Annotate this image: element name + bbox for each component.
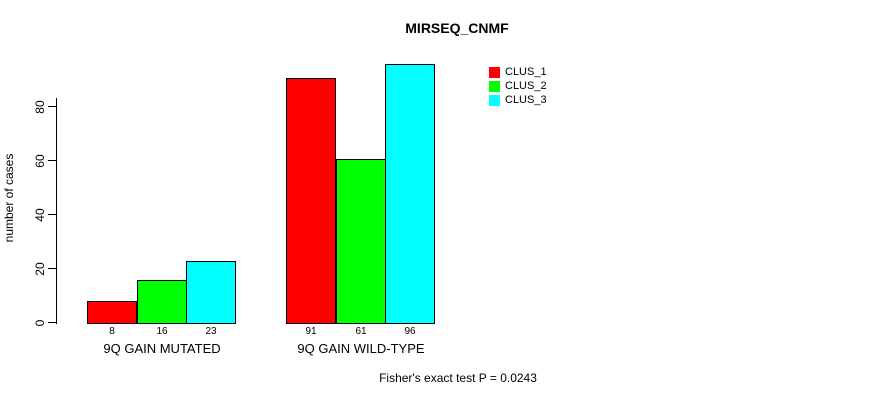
legend-label: CLUS_1: [505, 66, 547, 78]
legend-label: CLUS_2: [505, 80, 547, 92]
bar-value-label: 16: [156, 326, 168, 337]
category-label: 9Q GAIN MUTATED: [103, 341, 221, 356]
y-tick-mark: [48, 106, 56, 107]
bar: [186, 261, 236, 324]
bar: [87, 301, 137, 324]
y-tick-label: 80: [33, 100, 47, 114]
y-tick-mark: [48, 268, 56, 269]
bar: [385, 64, 435, 324]
bar-value-label: 23: [205, 326, 217, 337]
bar-value-label: 96: [404, 326, 416, 337]
legend-label: CLUS_3: [505, 94, 547, 106]
bar: [336, 159, 386, 324]
y-tick-mark: [48, 214, 56, 215]
chart-title: MIRSEQ_CNMF: [405, 20, 509, 36]
bar-value-label: 61: [355, 326, 367, 337]
legend: CLUS_1 CLUS_2 CLUS_3: [489, 65, 547, 107]
fisher-test-note: Fisher's exact test P = 0.0243: [379, 371, 537, 385]
y-tick-mark: [48, 160, 56, 161]
legend-item: CLUS_1: [489, 65, 547, 79]
bar: [137, 280, 187, 324]
bar: [286, 78, 336, 324]
y-tick-label: 20: [33, 262, 47, 276]
y-tick-label: 60: [33, 154, 47, 168]
legend-swatch: [489, 66, 500, 78]
bar-value-label: 91: [305, 326, 317, 337]
y-tick-label: 0: [33, 319, 47, 327]
y-tick-label: 40: [33, 208, 47, 222]
category-label: 9Q GAIN WILD-TYPE: [297, 341, 425, 356]
y-tick-mark: [48, 322, 56, 323]
legend-swatch: [489, 94, 500, 106]
y-axis-line: [56, 98, 57, 324]
legend-item: CLUS_2: [489, 79, 547, 93]
legend-item: CLUS_3: [489, 93, 547, 107]
legend-swatch: [489, 80, 500, 92]
bar-value-label: 8: [109, 326, 115, 337]
